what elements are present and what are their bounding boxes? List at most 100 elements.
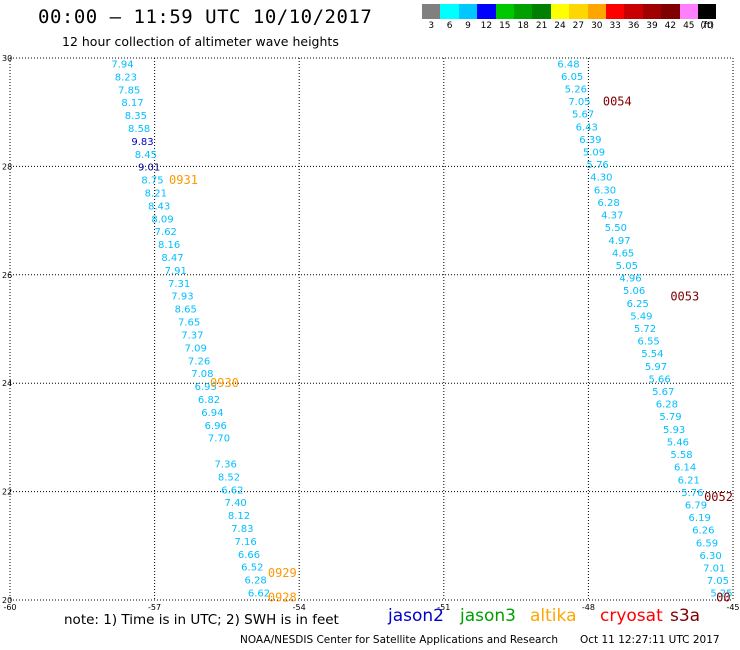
y-tick-label: 24: [2, 379, 12, 388]
colorbar-legend: 3 6 9 12 15 18 21 24 27 30 33 36 39 42 45 70 (ft): [0, 0, 740, 40]
satellite-altika: altika: [530, 606, 577, 626]
time-label: 0052: [704, 490, 733, 504]
colorbar-swatch: [569, 4, 588, 19]
data-point-label: 6.26: [692, 526, 714, 537]
data-point-label: 6.28: [245, 576, 267, 587]
data-point-label: 9.83: [131, 137, 153, 148]
data-point-label: 5.79: [659, 412, 681, 423]
chart-subtitle: 12 hour collection of altimeter wave hei…: [62, 34, 339, 49]
data-point-label: 7.09: [185, 343, 207, 354]
colorbar-swatch: [550, 4, 570, 19]
colorbar-label: 6: [446, 21, 453, 31]
data-point-label: 7.93: [171, 292, 193, 303]
data-point-label: 8.17: [121, 98, 143, 109]
satellite-cryosat: cryosat: [600, 606, 663, 626]
data-point-label: 8.12: [228, 511, 250, 522]
data-point-label: 7.70: [208, 434, 230, 445]
colorbar-swatch: [477, 4, 496, 19]
x-tick-label: -48: [582, 603, 595, 612]
x-tick-label: -57: [148, 603, 161, 612]
data-point-label: 8.75: [141, 176, 163, 187]
colorbar-label: 12: [480, 21, 493, 31]
data-point-label: 6.28: [656, 400, 678, 411]
data-point-label: 6.25: [627, 299, 649, 310]
data-point-label: 5.46: [667, 437, 689, 448]
time-label: 0930: [210, 376, 239, 390]
colorbar-swatch: [514, 4, 533, 19]
data-point-label: 6.30: [594, 185, 616, 196]
data-point-label: 6.55: [638, 337, 660, 348]
data-point-label: 7.08: [191, 369, 213, 380]
data-point-label: 7.83: [231, 524, 253, 535]
data-point-label: 6.66: [238, 550, 260, 561]
data-point-label: 6.14: [674, 463, 696, 474]
x-tick-label: -54: [293, 603, 306, 612]
footer-credit: NOAA/NESDIS Center for Satellite Applica…: [240, 634, 558, 646]
data-point-label: 5.76: [587, 160, 609, 171]
y-tick-label: 26: [2, 271, 12, 280]
data-point-label: 8.16: [158, 240, 180, 251]
data-point-label: 4.65: [612, 248, 634, 259]
satellite-jason2: jason2: [388, 606, 444, 626]
colorbar-swatch: [661, 4, 680, 19]
data-point-label: 7.91: [165, 266, 187, 277]
data-point-label: 6.94: [201, 408, 223, 419]
data-point-label: 5.09: [583, 148, 605, 159]
colorbar-label: 27: [572, 21, 585, 31]
data-point-label: 7.16: [235, 537, 257, 548]
y-tick-label: 22: [2, 488, 12, 497]
colorbar-label: 30: [591, 21, 603, 31]
data-point-label: 5.26: [565, 85, 587, 96]
data-point-label: 6.82: [198, 395, 220, 406]
data-point-label: 8.23: [115, 72, 137, 83]
data-point-label: 5.93: [663, 425, 685, 436]
data-point-label: 4.30: [590, 173, 612, 184]
data-point-label: 6.59: [696, 538, 718, 549]
data-point-label: 8.45: [135, 150, 157, 161]
colorbar-swatch: [642, 4, 662, 19]
data-point-label: 5.72: [634, 324, 656, 335]
colorbar-label: 9: [465, 21, 471, 31]
colorbar-swatch: [458, 4, 478, 19]
data-point-label: 7.26: [188, 356, 210, 367]
data-point-label: 5.58: [670, 450, 692, 461]
satellite-s3a: s3a: [670, 606, 701, 626]
chart-title: 00:00 – 11:59 UTC 10/10/2017: [38, 6, 373, 28]
data-point-label: 6.30: [699, 551, 721, 562]
data-point-label: 5.66: [648, 374, 670, 385]
colorbar-swatch: [440, 4, 459, 19]
y-tick-label: 20: [2, 596, 12, 605]
data-point-label: 7.31: [168, 279, 190, 290]
data-point-label: 5.06: [623, 286, 645, 297]
data-point-label: 5.50: [605, 223, 627, 234]
data-point-label: 4.96: [619, 274, 641, 285]
data-point-label: 6.79: [685, 500, 707, 511]
colorbar-label: 42: [664, 21, 677, 31]
satellite-jason3: jason3: [460, 606, 516, 626]
colorbar-label: 21: [535, 21, 548, 31]
data-point-label: 4.97: [608, 236, 630, 247]
colorbar-label: 45: [683, 21, 695, 31]
time-label: 0929: [268, 566, 297, 580]
colorbar-label: 33: [609, 21, 621, 31]
data-point-label: 7.05: [707, 576, 729, 587]
colorbar-label: 3: [428, 21, 435, 31]
y-tick-label: 28: [2, 162, 12, 171]
data-point-label: 5.54: [641, 349, 663, 360]
data-point-label: 8.35: [125, 111, 147, 122]
data-point-label: 6.52: [241, 563, 263, 574]
data-point-label: 6.19: [689, 513, 711, 524]
data-point-label: 7.85: [118, 85, 140, 96]
data-point-label: 8.21: [145, 189, 167, 200]
colorbar-swatch: [495, 4, 514, 19]
colorbar-swatch: [422, 4, 441, 19]
time-label: 00: [716, 590, 730, 604]
colorbar-swatch: [587, 4, 606, 19]
data-point-label: 7.40: [225, 498, 247, 509]
time-label: 0928: [268, 590, 297, 604]
time-label: 0053: [670, 289, 699, 303]
data-point-label: 7.65: [178, 318, 200, 329]
colorbar-swatch: [679, 4, 698, 19]
time-label: 0931: [169, 173, 198, 187]
data-point-label: 6.62: [248, 589, 270, 600]
